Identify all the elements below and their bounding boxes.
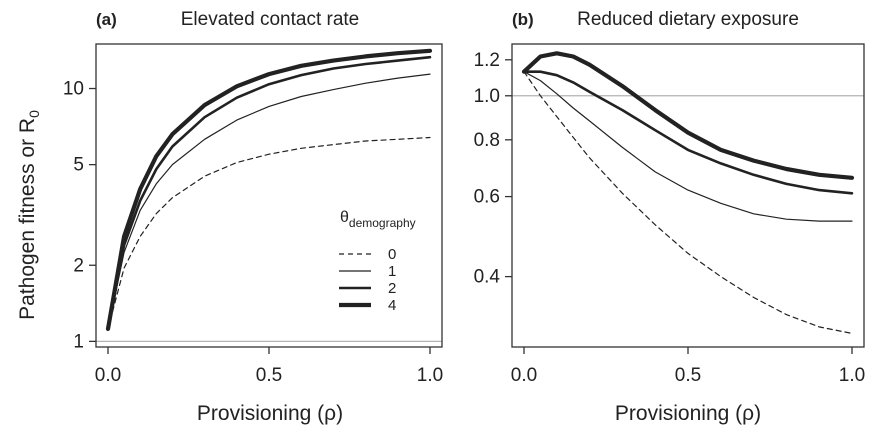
panel-a-x-axis-label-main: Provisioning ( — [197, 402, 324, 425]
panel-b-series-1 — [523, 71, 853, 222]
panel-b: (b) Reduced dietary exposure 0.0 0.5 1.00.… — [474, 9, 866, 425]
panel-a-title: Elevated contact rate — [181, 9, 360, 30]
legend-label-1: 1 — [388, 263, 396, 280]
panel-b-y-tick-label: 1.0 — [474, 86, 500, 107]
panel-a-letter: (a) — [96, 10, 117, 29]
panel-a-x-axis-label-close: ) — [336, 402, 343, 425]
panel-a-x-tick-label: 1.0 — [417, 365, 443, 386]
panel-a-x-tick-label: 0.0 — [95, 365, 121, 386]
panel-b-y-tick-label: 0.6 — [474, 187, 500, 208]
panel-b-series-2 — [522, 70, 854, 195]
panel-b-x-tick-label: 1.0 — [839, 365, 865, 386]
panel-a-frame — [95, 43, 443, 348]
panel-b-y-tick-label: 0.8 — [474, 130, 500, 151]
panel-b-x-tick-label: 0.0 — [511, 365, 537, 386]
panel-a-x-tick-label: 0.5 — [256, 365, 282, 386]
legend: θdemography 0 1 2 4 — [339, 209, 416, 314]
panel-b-series-4 — [521, 51, 855, 180]
panel-a: (a) Elevated contact rate 0.0 0.5 1.012510… — [63, 9, 443, 425]
panel-b-plot: 0.0 0.5 1.0 0.4 0.6 0.8 1.0 1.2 — [474, 50, 866, 386]
panel-b-y-tick-label: 0.4 — [474, 267, 501, 288]
panel-b-x-axis-label: Provisioning (ρ) — [615, 402, 761, 425]
panel-b-x-axis-label-symbol: ρ — [742, 402, 754, 425]
panel-b-x-axis-label-main: Provisioning ( — [615, 402, 742, 425]
legend-title: θdemography — [340, 209, 416, 230]
panel-b-letter: (b) — [512, 10, 534, 29]
panel-b-y-tick-label: 1.2 — [474, 50, 500, 71]
legend-title-symbol: θ — [340, 209, 349, 226]
panel-b-x-axis-label-close: ) — [754, 402, 761, 425]
legend-label-2: 2 — [388, 280, 396, 297]
panel-a-series-0 — [107, 136, 431, 330]
panel-a-y-tick-label: 2 — [73, 255, 84, 276]
legend-title-subscript: demography — [349, 216, 416, 230]
panel-a-y-tick-label: 5 — [73, 155, 84, 176]
y-axis-label-subscript: 0 — [26, 110, 42, 118]
panel-a-y-tick-label: 10 — [63, 79, 84, 100]
legend-label-0: 0 — [388, 246, 396, 263]
panel-a-series-4 — [105, 48, 433, 331]
panel-a-x-axis-label: Provisioning (ρ) — [197, 402, 343, 425]
panel-a-x-axis-label-symbol: ρ — [324, 402, 336, 425]
panel-b-title: Reduced dietary exposure — [577, 9, 799, 30]
y-axis-label: Pathogen fitness or R0 — [16, 110, 42, 320]
panel-b-series-0 — [523, 71, 853, 334]
panel-b-x-tick-label: 0.5 — [675, 365, 701, 386]
panel-a-y-tick-label: 1 — [73, 331, 84, 352]
legend-label-3: 4 — [388, 297, 396, 314]
panel-a-series-2 — [106, 55, 432, 331]
y-axis-label-main: Pathogen fitness or R — [16, 118, 39, 320]
panel-a-series-1 — [107, 73, 431, 330]
panel-b-frame — [511, 43, 865, 348]
